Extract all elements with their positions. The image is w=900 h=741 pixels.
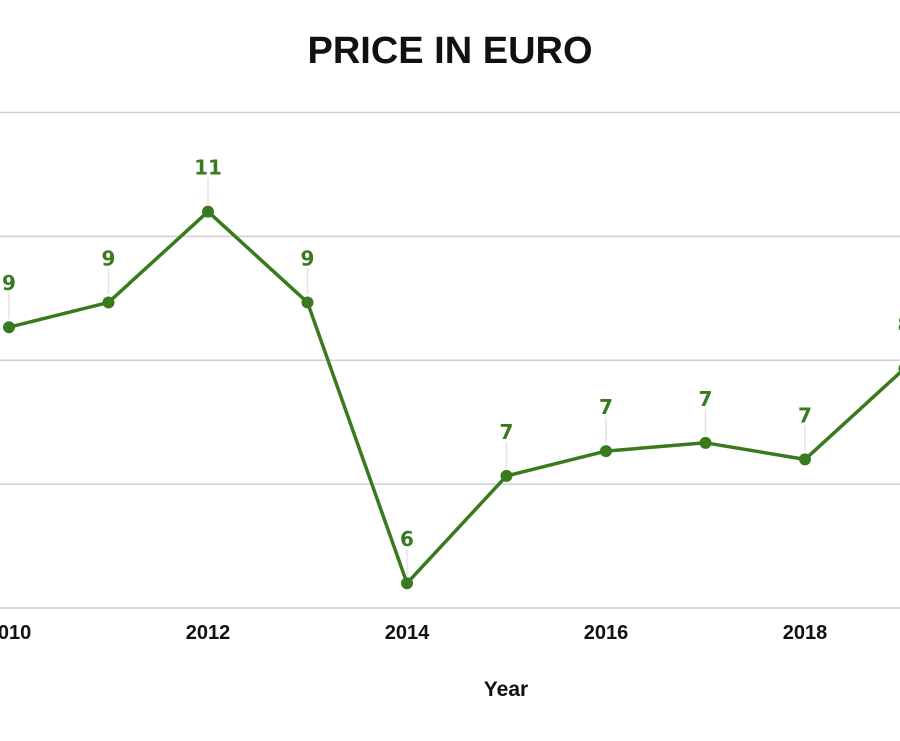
data-labels: 9 9 11 9 6 7 7 7 7 8 <box>2 156 900 552</box>
gridlines <box>0 111 900 609</box>
x-tick-label: 2012 <box>186 622 231 644</box>
data-label: 7 <box>599 395 613 419</box>
x-axis-title: Year <box>483 678 529 701</box>
data-label: 8 <box>898 313 900 337</box>
data-points <box>3 205 900 590</box>
x-tick-label: 2016 <box>584 622 629 644</box>
data-point <box>301 296 314 309</box>
data-label: 6 <box>400 527 414 551</box>
data-label: 9 <box>102 246 116 270</box>
x-tick-labels: 2010 2012 2014 2016 2018 <box>0 622 827 644</box>
data-label: 11 <box>194 156 222 180</box>
x-tick-label: 2018 <box>783 622 828 644</box>
data-label: 7 <box>699 387 713 411</box>
data-point <box>3 321 15 334</box>
chart-title: PRICE IN EURO <box>307 30 593 72</box>
data-point <box>202 205 214 218</box>
x-tick-label: 2010 <box>0 622 31 644</box>
data-point <box>699 436 712 449</box>
data-point <box>102 296 115 309</box>
series-line <box>8 209 900 585</box>
data-label: 7 <box>500 420 514 444</box>
x-tick-label: 2014 <box>385 622 430 644</box>
data-label: 7 <box>798 403 812 427</box>
data-point <box>401 577 413 590</box>
data-point <box>799 453 811 466</box>
data-label: 9 <box>2 271 16 295</box>
data-point <box>600 445 612 458</box>
data-label: 9 <box>301 246 315 270</box>
data-point <box>500 469 513 482</box>
data-label-leaders <box>8 177 806 576</box>
